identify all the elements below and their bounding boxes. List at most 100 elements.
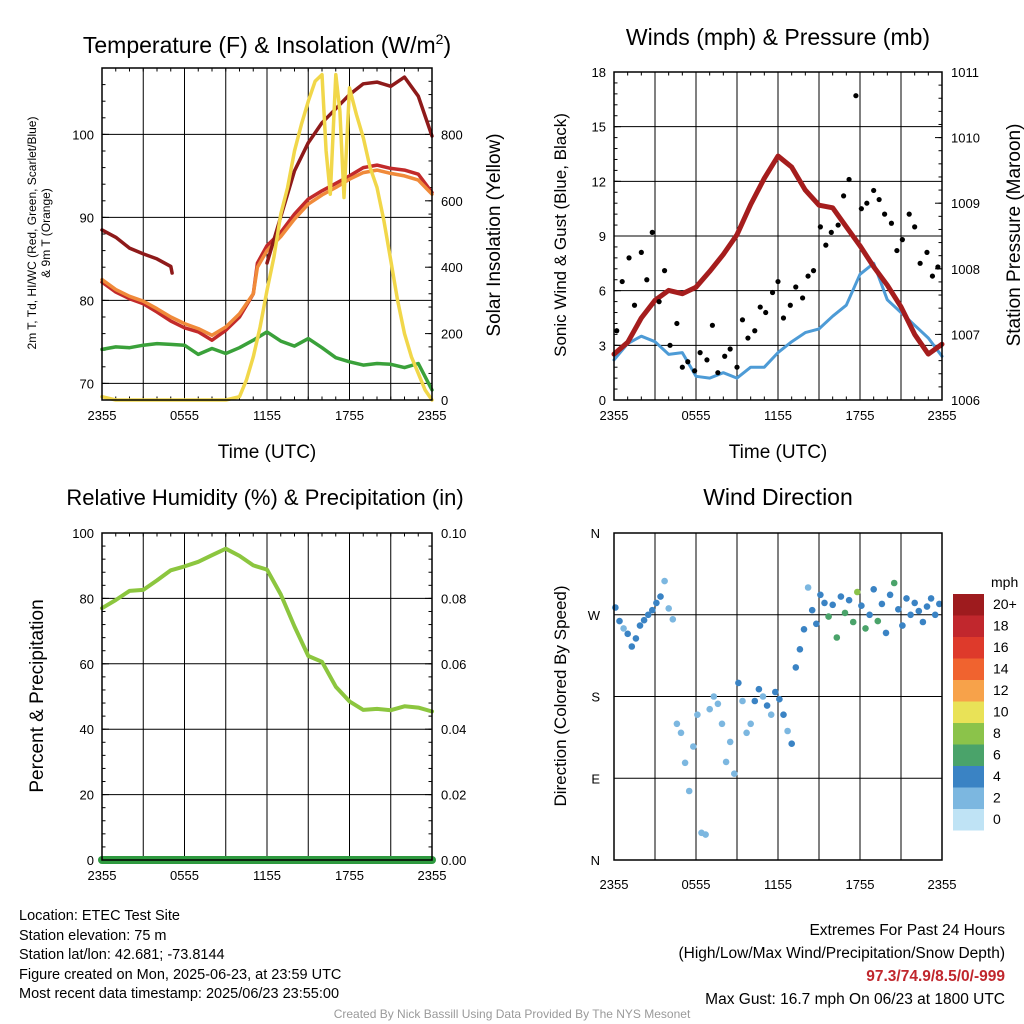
left-tick-label: 80: [80, 591, 94, 606]
winds-title: Winds (mph) & Pressure (mb): [626, 24, 930, 50]
right-tick-label: 0.00: [441, 853, 466, 868]
extremes-info: Extremes For Past 24 Hours (High/Low/Max…: [679, 919, 1006, 1011]
humidity-y-axis-label: Percent & Precipitation: [27, 599, 48, 792]
legend-swatch: [953, 787, 984, 809]
legend-label: 20+: [993, 596, 1017, 612]
x-tick-label: 2355: [600, 408, 629, 423]
gust-point: [828, 229, 834, 235]
gust-point: [899, 237, 905, 243]
right-tick-label: 1009: [951, 196, 980, 211]
gust-point: [858, 206, 864, 212]
direction-point: [702, 831, 709, 838]
direction-point: [903, 595, 910, 602]
direction-point: [911, 599, 918, 607]
legend-label: 14: [993, 661, 1009, 677]
station-info: Location: ETEC Test Site Station elevati…: [19, 907, 341, 1005]
gust-point: [864, 200, 870, 206]
x-tick-label: 1155: [764, 877, 792, 892]
winds-x-axis-label: Time (UTC): [729, 442, 828, 463]
right-tick-label: 200: [441, 327, 463, 342]
direction-point: [895, 606, 902, 613]
gust-point: [912, 224, 918, 230]
direction-point: [927, 595, 935, 602]
direction-point: [706, 705, 713, 713]
right-tick-label: 0.08: [441, 591, 466, 606]
gust-point: [871, 187, 877, 194]
gust-point: [793, 284, 799, 290]
gust-point: [853, 93, 859, 99]
gust-point: [780, 315, 787, 321]
x-tick-label: 2355: [418, 868, 447, 883]
direction-point: [829, 601, 836, 609]
gust-point: [644, 277, 650, 283]
direction-point: [780, 711, 787, 718]
gust-point: [626, 255, 632, 261]
winds-panel: Winds (mph) & Pressure (mb) 0 3 6 9 12 15 18 10…: [551, 24, 1024, 463]
winds-y-axis-label: Sonic Wind & Gust (Blue, Black): [551, 113, 570, 357]
direction-point: [722, 758, 730, 766]
x-tick-label: 1155: [253, 868, 281, 883]
humidity-plot-area: 0 20 40 60 80 100 0.00 0.02 0.04 0.06 0.08 0.10 2355…: [72, 526, 466, 883]
left-tick-label: 20: [80, 788, 94, 803]
right-tick-label: 0.10: [441, 526, 466, 541]
direction-point: [817, 591, 824, 599]
direction-point: [673, 720, 681, 728]
direction-tick-label: S: [591, 690, 600, 705]
x-tick-label: 1155: [253, 408, 281, 423]
series-line: [100, 228, 174, 275]
gust-point: [656, 299, 662, 305]
plot-frame: [101, 67, 433, 401]
credit-line: Created By Nick Bassill Using Data Provi…: [333, 1007, 691, 1021]
direction-tick-label: E: [591, 771, 600, 786]
direction-point: [735, 679, 742, 687]
gust-point: [734, 364, 740, 370]
legend-label: 12: [993, 682, 1009, 698]
direction-point: [743, 729, 750, 737]
legend-swatch: [953, 766, 984, 788]
direction-point: [632, 635, 640, 642]
direction-point: [653, 599, 660, 607]
legend-swatch: [953, 637, 984, 659]
direction-point: [669, 616, 677, 623]
direction-point: [624, 630, 631, 638]
series-line: [100, 546, 434, 714]
direction-point: [649, 606, 656, 614]
direction-point: [919, 618, 927, 626]
gust-point: [769, 289, 776, 296]
legend-label: 10: [993, 704, 1009, 720]
direction-point: [788, 740, 795, 747]
plot-frame: [613, 532, 943, 861]
direction-point: [804, 584, 812, 591]
right-tick-label: 800: [441, 127, 463, 142]
direction-point: [854, 588, 861, 596]
gust-point: [888, 220, 895, 226]
legend-swatch: [953, 809, 984, 831]
left-tick-label: 9: [599, 229, 606, 244]
direction-point: [776, 695, 783, 703]
direction-point: [821, 599, 828, 607]
direction-point: [755, 685, 763, 693]
gust-point: [692, 368, 698, 374]
left-tick-label: 12: [592, 174, 606, 189]
x-tick-label: 2355: [600, 877, 629, 892]
extremes-title: Extremes For Past 24 Hours: [809, 922, 1005, 939]
gust-point: [752, 328, 758, 334]
gust-point: [649, 229, 655, 235]
gust-point: [835, 222, 841, 228]
left-tick-label: 15: [592, 120, 606, 135]
gust-point: [638, 249, 644, 255]
direction-point: [767, 711, 775, 718]
direction-point: [833, 634, 841, 641]
direction-tick-label: N: [591, 526, 600, 541]
direction-point: [685, 787, 693, 795]
direction-point: [747, 720, 754, 728]
legend-swatch: [953, 723, 984, 745]
direction-point: [710, 693, 718, 700]
station-location: Location: ETEC Test Site: [19, 908, 180, 924]
direction-point: [890, 579, 898, 587]
direction-point: [899, 622, 906, 629]
gust-point: [929, 273, 936, 279]
direction-point: [636, 622, 644, 629]
temperature-y-axis-label-line2: & 9m T (Orange): [39, 188, 53, 278]
direction-point: [644, 611, 652, 619]
